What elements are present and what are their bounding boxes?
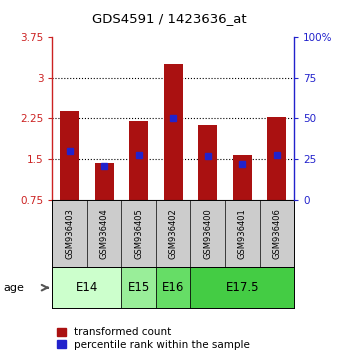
- Legend: transformed count, percentile rank within the sample: transformed count, percentile rank withi…: [52, 323, 254, 354]
- Text: GSM936403: GSM936403: [65, 208, 74, 259]
- Text: GSM936405: GSM936405: [134, 208, 143, 259]
- Text: E15: E15: [127, 281, 150, 294]
- Text: E16: E16: [162, 281, 185, 294]
- Bar: [156, 267, 191, 308]
- Text: age: age: [3, 283, 24, 293]
- Bar: [95, 163, 114, 200]
- Text: E17.5: E17.5: [225, 281, 259, 294]
- Text: GSM936406: GSM936406: [272, 208, 281, 259]
- Text: GSM936401: GSM936401: [238, 208, 247, 259]
- Bar: [52, 267, 121, 308]
- Text: GSM936400: GSM936400: [203, 208, 212, 259]
- Bar: [191, 267, 294, 308]
- Bar: [129, 121, 148, 200]
- Bar: [198, 125, 217, 200]
- Text: GSM936404: GSM936404: [100, 208, 109, 259]
- Text: E14: E14: [76, 281, 98, 294]
- Text: GDS4591 / 1423636_at: GDS4591 / 1423636_at: [92, 12, 246, 25]
- Bar: [164, 64, 183, 200]
- Text: GSM936402: GSM936402: [169, 208, 178, 259]
- Bar: [60, 112, 79, 200]
- Bar: [121, 267, 156, 308]
- Bar: [267, 117, 286, 200]
- Bar: [233, 155, 252, 200]
